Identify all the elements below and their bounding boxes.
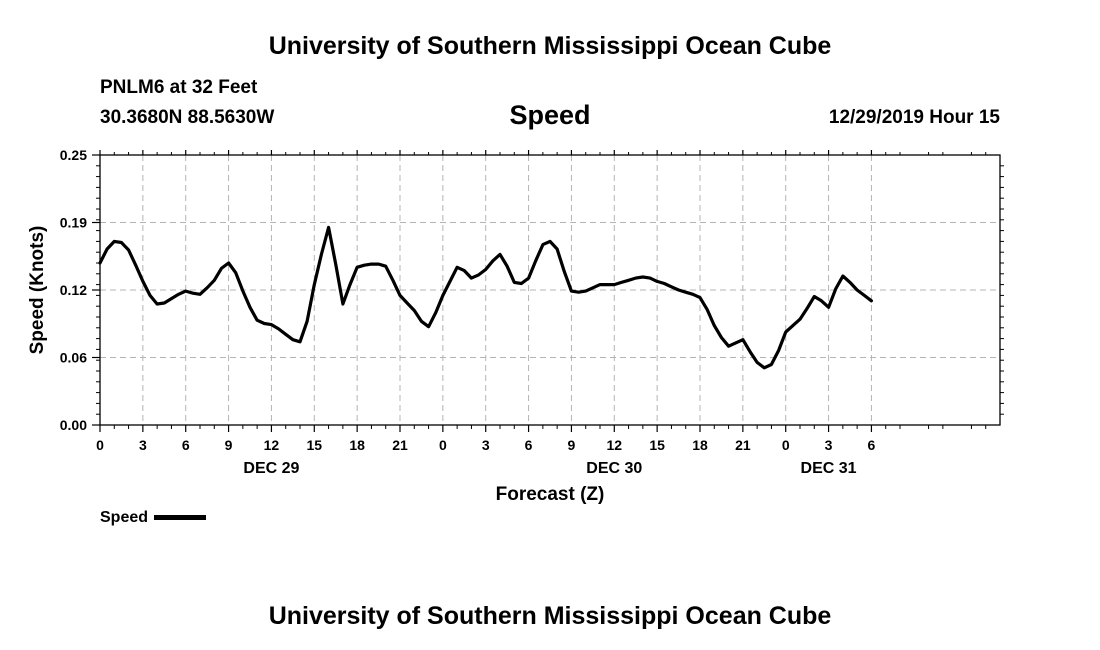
x-tick-label: 15: [306, 437, 322, 453]
x-tick-label: 6: [182, 437, 190, 453]
y-tick-label: 0.19: [60, 215, 87, 231]
x-tick-label: 6: [525, 437, 533, 453]
coordinates-label: 30.3680N 88.5630W: [100, 107, 275, 128]
variable-title: Speed: [509, 100, 591, 130]
x-tick-label: 9: [225, 437, 233, 453]
x-tick-label: 21: [735, 437, 751, 453]
x-tick-label: 0: [782, 437, 790, 453]
axis-labels: 0.00 0.06 0.12 0.19 0.25 0 3 6 9 12 15 18 21 0 3 6 9 12 15…: [27, 147, 876, 505]
y-axis-title: Speed (Knots): [27, 226, 48, 355]
x-tick-label: 3: [139, 437, 147, 453]
plot-frame: [99, 154, 1001, 426]
x-tick-label: 0: [439, 437, 447, 453]
axes: [92, 150, 1004, 432]
x-tick-label: 18: [349, 437, 365, 453]
x-tick-label: 3: [482, 437, 490, 453]
legend: Speed: [100, 509, 207, 527]
date-label: DEC 29: [243, 460, 299, 477]
x-tick-label: 12: [606, 437, 622, 453]
x-tick-label: 18: [692, 437, 708, 453]
y-tick-label: 0.00: [60, 417, 87, 433]
y-tick-label: 0.12: [60, 282, 87, 298]
data-series: [98, 225, 874, 370]
x-tick-label: 6: [868, 437, 876, 453]
y-tick-label: 0.25: [60, 147, 87, 163]
chart-title-top: University of Southern Mississippi Ocean…: [268, 32, 832, 60]
forecast-datetime: 12/29/2019 Hour 15: [828, 107, 1000, 128]
grid-lines: [100, 155, 1000, 425]
date-label: DEC 30: [586, 460, 642, 477]
y-tick-label: 0.06: [60, 350, 87, 366]
x-tick-label: 9: [568, 437, 576, 453]
x-tick-label: 15: [649, 437, 665, 453]
x-tick-label: 21: [392, 437, 408, 453]
legend-label: Speed: [100, 509, 149, 526]
speed-chart: 0.00 0.06 0.12 0.19 0.25 0 3 6 9 12 15 18 21 0 3 6 9 12 15…: [27, 147, 1004, 505]
date-label: DEC 31: [801, 460, 857, 477]
x-axis-title: Forecast (Z): [496, 484, 605, 505]
x-tick-label: 3: [825, 437, 833, 453]
x-tick-label: 0: [96, 437, 104, 453]
legend-line-swatch: [154, 515, 207, 521]
x-tick-label: 12: [264, 437, 280, 453]
station-label: PNLM6 at 32 Feet: [100, 77, 258, 98]
chart-title-bottom: University of Southern Mississippi Ocean…: [268, 602, 832, 630]
